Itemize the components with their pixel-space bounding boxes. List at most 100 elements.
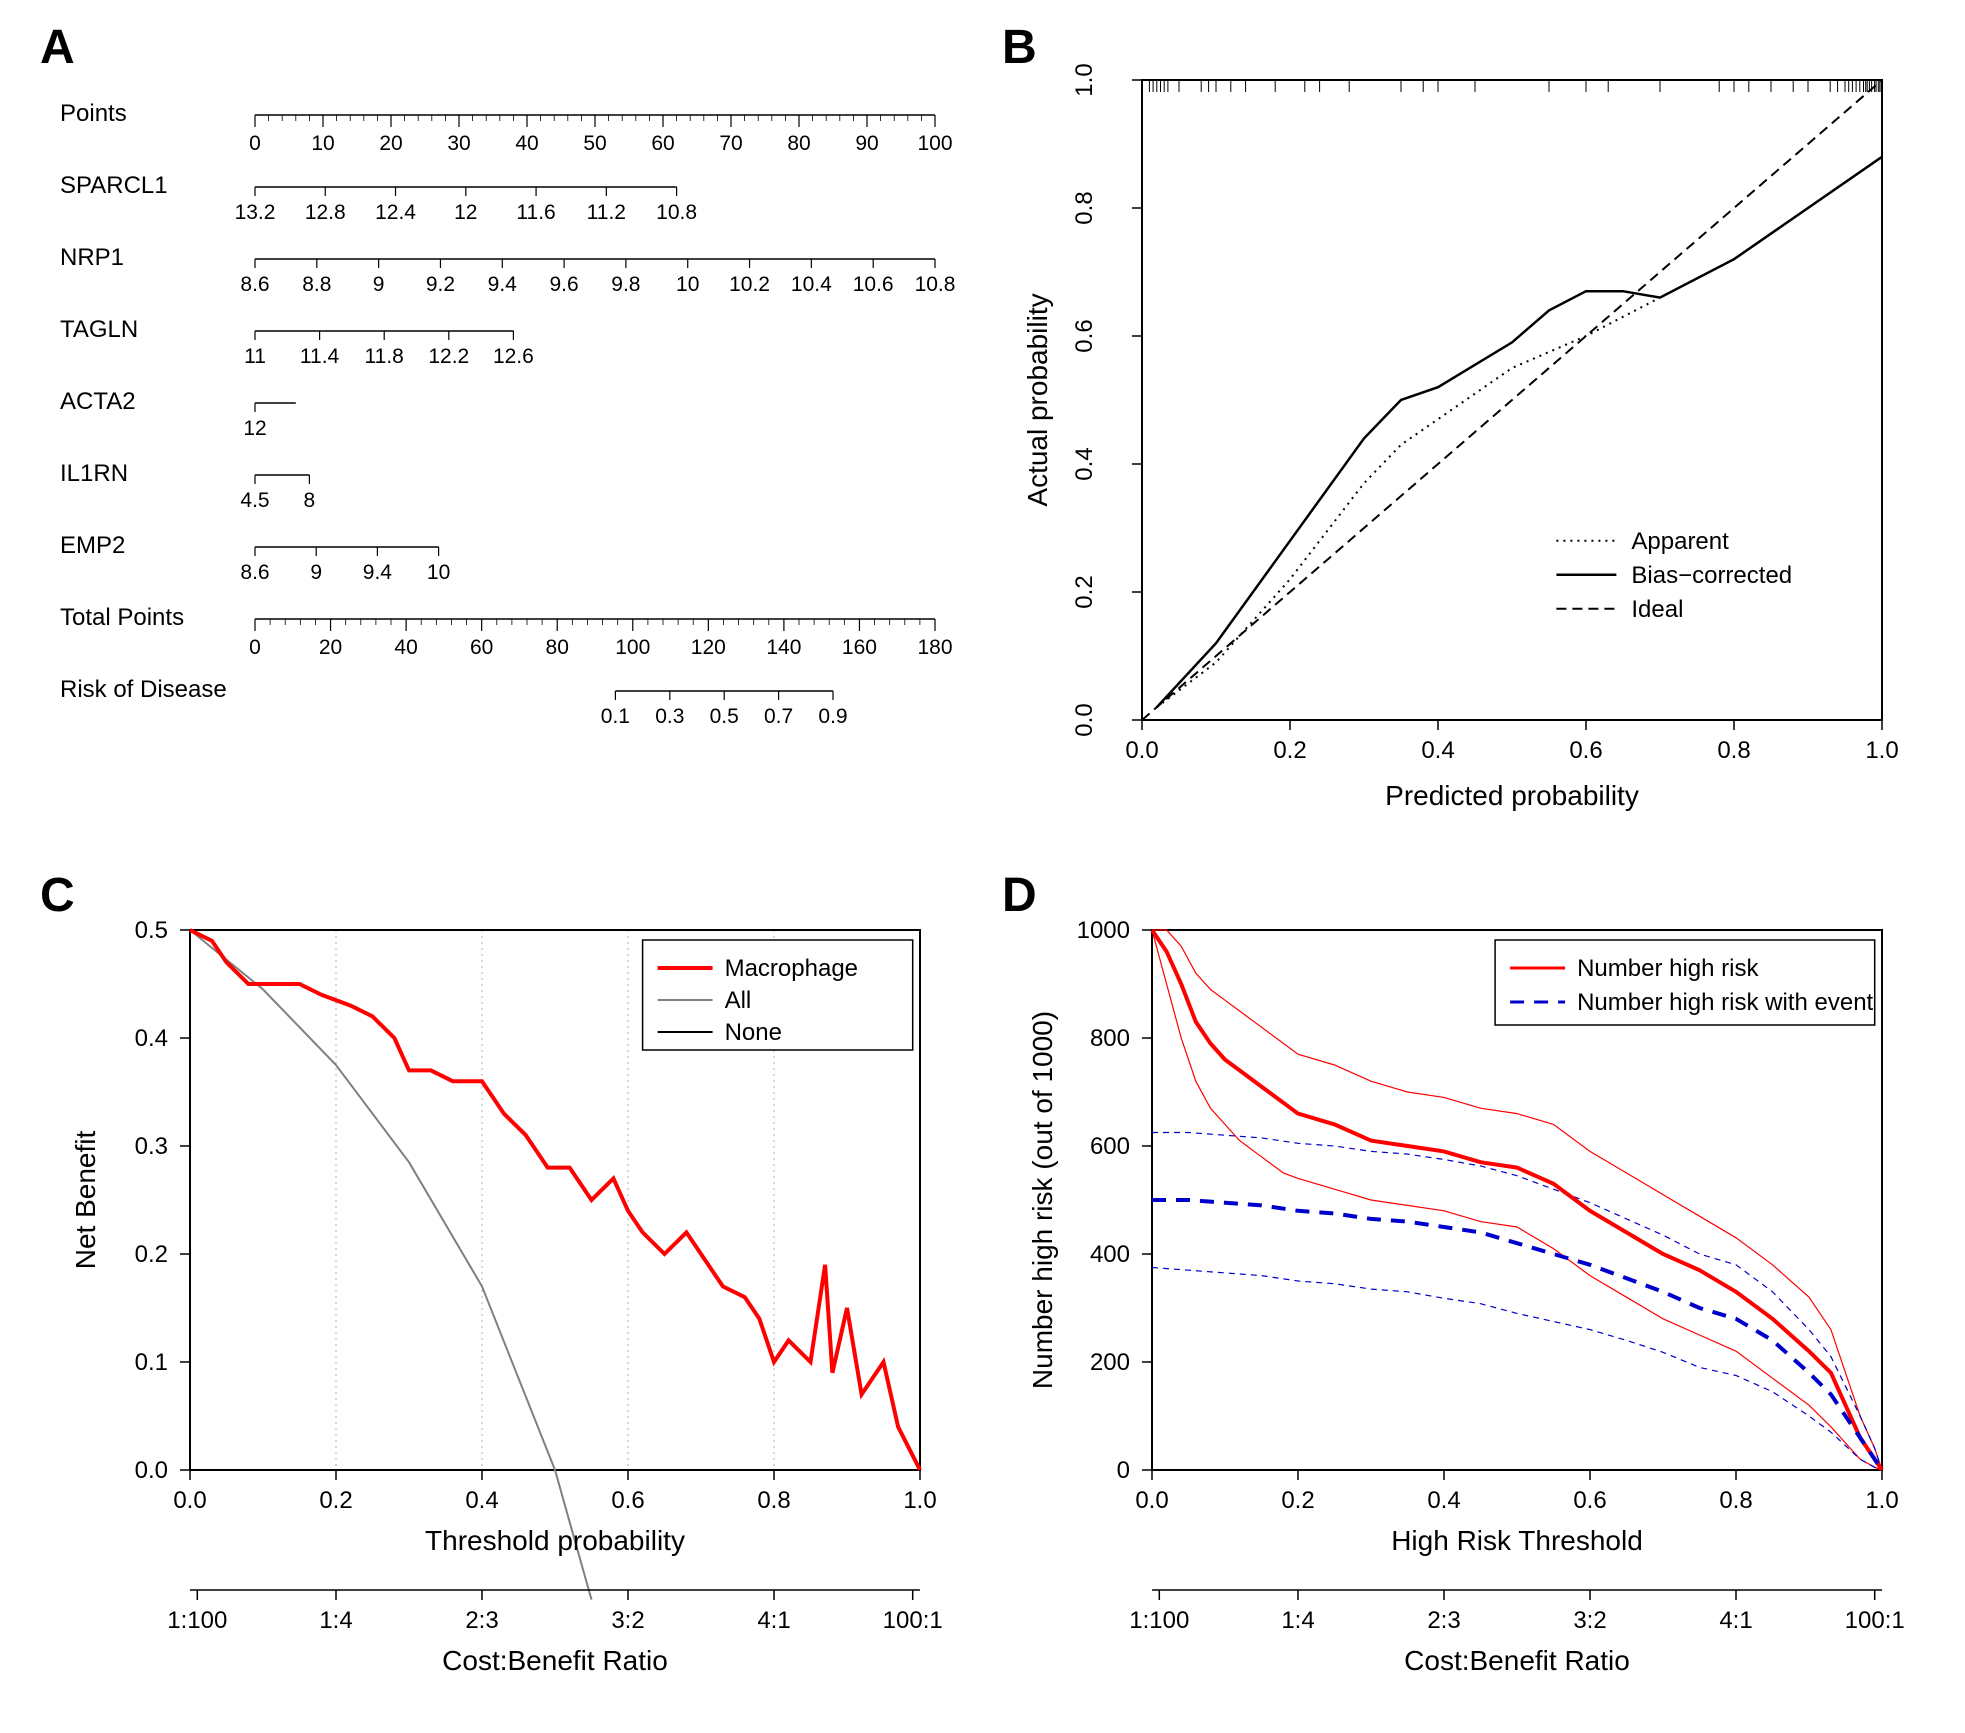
nomogram-tick-label: 11.2 [587,201,626,224]
xtick-label: 0.8 [1717,737,1750,764]
legend-label: Number high risk [1577,955,1759,982]
nomogram-tick-label: 90 [855,132,878,155]
xtick-label: 0.8 [1719,1487,1752,1514]
nomogram-tick-label: 0.7 [764,705,793,728]
xlabel2: Cost:Benefit Ratio [1404,1645,1630,1676]
xtick-label: 0.0 [173,1487,206,1514]
nomogram-tick-label: 9 [310,561,322,584]
ytick-label: 1000 [1077,917,1130,944]
nomogram-tick-label: 11.4 [300,345,340,368]
nomogram-tick-label: 10 [427,561,450,584]
nomogram-row-label: Risk of Disease [60,676,227,703]
nomogram-tick-label: 12 [243,417,266,440]
ytick-label: 0.5 [135,917,168,944]
nomogram-tick-label: 80 [546,636,569,659]
panel-b-calibration: 0.00.20.40.60.81.00.00.20.40.60.81.0Pred… [1002,30,1942,850]
ytick-label: 0.3 [135,1133,168,1160]
xtick-label: 1.0 [903,1487,936,1514]
nomogram-row-label: Total Points [60,604,184,631]
bias-line [1157,157,1882,707]
nomogram-tick-label: 70 [719,132,742,155]
ylabel: Number high risk (out of 1000) [1027,1011,1058,1389]
nomogram-tick-label: 12.4 [375,201,416,224]
ytick-label: 0.0 [1071,703,1098,736]
ytick-label: 600 [1090,1133,1130,1160]
xtick-label: 1.0 [1865,1487,1898,1514]
nomogram-tick-label: 40 [394,636,417,659]
xtick-label: 0.6 [611,1487,644,1514]
ytick-label: 0.4 [135,1025,168,1052]
cb-tick-label: 1:100 [167,1607,227,1634]
legend-label: Macrophage [725,955,858,982]
ytick-label: 0.2 [135,1241,168,1268]
xtick-label: 0.0 [1135,1487,1168,1514]
ytick-label: 0.8 [1071,191,1098,224]
xtick-label: 0.4 [1427,1487,1460,1514]
nomogram-tick-label: 4.5 [240,489,269,512]
nomogram-tick-label: 9.4 [488,273,518,296]
nomogram-tick-label: 10 [676,273,699,296]
nomogram-tick-label: 120 [691,636,726,659]
panel-a-nomogram: Points0102030405060708090100SPARCL113.21… [40,70,980,790]
ytick-label: 0.4 [1071,447,1098,480]
xtick-label: 0.6 [1573,1487,1606,1514]
ytick-label: 0 [1117,1457,1130,1484]
nomogram-tick-label: 9 [373,273,385,296]
nomogram-tick-label: 9.6 [549,273,578,296]
ylabel: Actual probability [1022,293,1053,506]
nomogram-tick-label: 140 [766,636,801,659]
xtick-label: 0.2 [319,1487,352,1514]
legend-label: Ideal [1631,596,1683,623]
nomogram-tick-label: 0 [249,636,261,659]
nomogram-tick-label: 10 [311,132,334,155]
nomogram-row-label: NRP1 [60,244,124,271]
nomogram-tick-label: 9.8 [611,273,640,296]
ylabel: Net Benefit [70,1131,101,1270]
figure-root: A B C D Points0102030405060708090100SPAR… [0,0,1965,1733]
xlabel2: Cost:Benefit Ratio [442,1645,668,1676]
panel-a-label: A [40,20,75,75]
xtick-label: 0.0 [1125,737,1158,764]
nomogram-tick-label: 20 [319,636,342,659]
nomogram-tick-label: 10.2 [729,273,770,296]
xlabel: Predicted probability [1385,780,1639,811]
nomogram-tick-label: 50 [583,132,606,155]
nomogram-row-label: IL1RN [60,460,128,487]
nomogram-tick-label: 100 [917,132,952,155]
nomogram-tick-label: 8.6 [240,561,269,584]
nomogram-tick-label: 0.1 [601,705,630,728]
ytick-label: 400 [1090,1241,1130,1268]
nomogram-tick-label: 9.4 [363,561,393,584]
nomogram-tick-label: 10.6 [853,273,894,296]
cb-tick-label: 4:1 [1719,1607,1752,1634]
nomogram-tick-label: 11.8 [365,345,404,368]
nomogram-tick-label: 0.3 [655,705,684,728]
panel-d-impact: 0.00.20.40.60.81.002004006008001000High … [1002,880,1942,1710]
legend-label: Apparent [1631,528,1729,555]
cb-tick-label: 3:2 [1573,1607,1606,1634]
ytick-label: 0.6 [1071,319,1098,352]
ideal-line [1142,80,1882,720]
xtick-label: 1.0 [1865,737,1898,764]
xlabel: High Risk Threshold [1391,1525,1643,1556]
nomogram-row-label: SPARCL1 [60,172,168,199]
ytick-label: 800 [1090,1025,1130,1052]
legend-label: Number high risk with event [1577,989,1873,1016]
nomogram-tick-label: 0.9 [818,705,847,728]
nomogram-row-label: Points [60,100,127,127]
cb-tick-label: 1:4 [1281,1607,1314,1634]
nomogram-tick-label: 8 [304,489,316,512]
ytick-label: 0.0 [135,1457,168,1484]
legend-label: Bias−corrected [1631,562,1792,589]
nomogram-tick-label: 8.6 [240,273,269,296]
nomogram-tick-label: 30 [447,132,470,155]
nomogram-tick-label: 9.2 [426,273,455,296]
nomogram-tick-label: 12.2 [428,345,469,368]
cb-tick-label: 2:3 [465,1607,498,1634]
legend-label: None [725,1019,782,1046]
nomogram-tick-label: 8.8 [302,273,331,296]
all-line [190,930,592,1600]
nomogram-tick-label: 11.6 [516,201,555,224]
nomogram-tick-label: 0.5 [710,705,739,728]
xtick-label: 0.2 [1281,1487,1314,1514]
